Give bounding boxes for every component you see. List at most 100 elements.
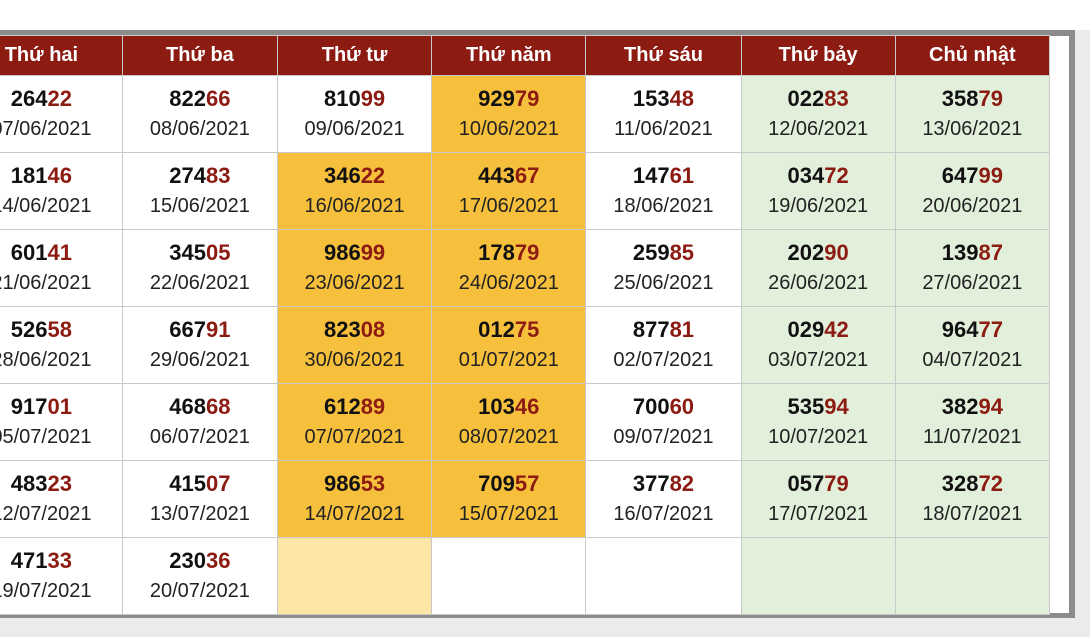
result-number: 60141	[10, 240, 72, 265]
day-cell-highlighted: 17879 24/06/2021	[431, 229, 587, 307]
result-number: 34505	[169, 240, 231, 265]
day-cell-highlighted: 82308 30/06/2021	[276, 306, 433, 384]
result-date: 03/07/2021	[768, 349, 869, 371]
result-date: 17/07/2021	[768, 503, 869, 525]
result-number: 47133	[10, 548, 72, 573]
day-cell: 47133 19/07/2021	[0, 537, 123, 615]
result-date: 14/07/2021	[304, 503, 405, 525]
weekend-cell: 53594 10/07/2021	[740, 383, 896, 461]
result-date: 15/06/2021	[149, 195, 250, 217]
header-wednesday: Thứ tư	[276, 35, 433, 76]
result-number: 01275	[478, 317, 540, 342]
result-date: 27/06/2021	[922, 272, 1023, 294]
result-number: 03472	[787, 163, 849, 188]
result-date: 20/07/2021	[149, 580, 250, 602]
day-cell: 87781 02/07/2021	[585, 306, 742, 384]
result-date: 28/06/2021	[0, 349, 92, 371]
result-number: 27483	[169, 163, 231, 188]
result-date: 07/06/2021	[0, 118, 92, 140]
result-number: 17879	[478, 240, 540, 265]
header-thursday: Thứ năm	[431, 35, 587, 76]
day-cell: 15348 11/06/2021	[585, 75, 742, 153]
result-date: 19/07/2021	[0, 580, 92, 602]
result-number: 10346	[478, 394, 540, 419]
result-date: 19/06/2021	[768, 195, 869, 217]
result-number: 48323	[10, 471, 72, 496]
result-date: 16/07/2021	[613, 503, 714, 525]
result-number: 26422	[10, 86, 72, 111]
day-cell: 18146 14/06/2021	[0, 152, 123, 230]
day-cell: 25985 25/06/2021	[585, 229, 742, 307]
table-row: 52658 28/06/2021 66791 29/06/2021 82308 30/…	[0, 306, 1051, 384]
result-date: 25/06/2021	[613, 272, 714, 294]
result-number: 46868	[169, 394, 231, 419]
result-date: 26/06/2021	[768, 272, 869, 294]
day-cell: 46868 06/07/2021	[121, 383, 278, 461]
day-cell: 37782 16/07/2021	[585, 460, 742, 538]
header-sunday: Chủ nhật	[894, 35, 1051, 76]
result-date: 20/06/2021	[922, 195, 1023, 217]
result-number: 98699	[323, 240, 386, 265]
result-number: 52658	[10, 317, 72, 342]
day-cell-highlighted: 10346 08/07/2021	[431, 383, 587, 461]
weekend-cell: 03472 19/06/2021	[740, 152, 896, 230]
day-cell-highlighted: 70957 15/07/2021	[431, 460, 587, 538]
weekend-cell: 05779 17/07/2021	[740, 460, 896, 538]
result-date: 15/07/2021	[458, 503, 559, 525]
result-number: 82266	[169, 86, 231, 111]
header-friday: Thứ sáu	[585, 35, 742, 76]
day-cell: 26422 07/06/2021	[0, 75, 123, 153]
weekend-cell: 32872 18/07/2021	[894, 460, 1051, 538]
table-row: 18146 14/06/2021 27483 15/06/2021 34622 16/…	[0, 152, 1051, 230]
result-date: 11/07/2021	[923, 426, 1022, 448]
result-number: 91701	[10, 394, 72, 419]
result-number: 66791	[169, 317, 231, 342]
result-date: 24/06/2021	[458, 272, 559, 294]
result-number: 96477	[941, 317, 1003, 342]
result-date: 22/06/2021	[149, 272, 250, 294]
day-cell: 91701 05/07/2021	[0, 383, 123, 461]
result-number: 41507	[169, 471, 231, 496]
weekend-cell: 35879 13/06/2021	[894, 75, 1051, 153]
table-row: 26422 07/06/2021 82266 08/06/2021 81099 09/…	[0, 75, 1051, 153]
result-date: 12/07/2021	[0, 503, 92, 525]
result-number: 70957	[478, 471, 540, 496]
day-cell: 41507 13/07/2021	[121, 460, 278, 538]
result-number: 82308	[323, 317, 386, 342]
result-number: 34622	[323, 163, 386, 188]
weekend-cell: 02942 03/07/2021	[740, 306, 896, 384]
weekend-cell: 20290 26/06/2021	[740, 229, 896, 307]
result-number: 02283	[787, 86, 849, 111]
result-number: 81099	[323, 86, 386, 111]
result-number: 61289	[323, 394, 386, 419]
header-row: Thứ hai Thứ ba Thứ tư Thứ năm Thứ sáu Th…	[0, 35, 1051, 76]
result-date: 10/07/2021	[768, 426, 869, 448]
day-cell: 81099 09/06/2021	[276, 75, 433, 153]
table-row: 91701 05/07/2021 46868 06/07/2021 61289 07/…	[0, 383, 1051, 461]
day-cell-highlighted: 61289 07/07/2021	[276, 383, 433, 461]
result-date: 11/06/2021	[614, 118, 713, 140]
result-date: 29/06/2021	[149, 349, 250, 371]
day-cell-highlighted: 98653 14/07/2021	[276, 460, 433, 538]
result-date: 30/06/2021	[304, 349, 405, 371]
result-date: 08/07/2021	[458, 426, 559, 448]
weekend-cell: 02283 12/06/2021	[740, 75, 896, 153]
result-number: 20290	[787, 240, 849, 265]
result-date: 13/06/2021	[922, 118, 1023, 140]
result-date: 01/07/2021	[458, 349, 559, 371]
result-number: 18146	[10, 163, 72, 188]
table-row: 48323 12/07/2021 41507 13/07/2021 98653 14/…	[0, 460, 1051, 538]
result-number: 37782	[632, 471, 695, 496]
weekend-cell: 64799 20/06/2021	[894, 152, 1051, 230]
day-cell: 70060 09/07/2021	[585, 383, 742, 461]
table-row: 60141 21/06/2021 34505 22/06/2021 98699 23/…	[0, 229, 1051, 307]
result-date: 18/07/2021	[922, 503, 1023, 525]
day-cell-highlighted: 01275 01/07/2021	[431, 306, 587, 384]
result-number: 23036	[169, 548, 231, 573]
day-cell-highlighted: 34622 16/06/2021	[276, 152, 433, 230]
day-cell: 34505 22/06/2021	[121, 229, 278, 307]
lottery-calendar-table: Thứ hai Thứ ba Thứ tư Thứ năm Thứ sáu Th…	[0, 35, 1051, 615]
result-date: 04/07/2021	[922, 349, 1023, 371]
result-date: 06/07/2021	[149, 426, 250, 448]
day-cell-highlighted: 44367 17/06/2021	[431, 152, 587, 230]
